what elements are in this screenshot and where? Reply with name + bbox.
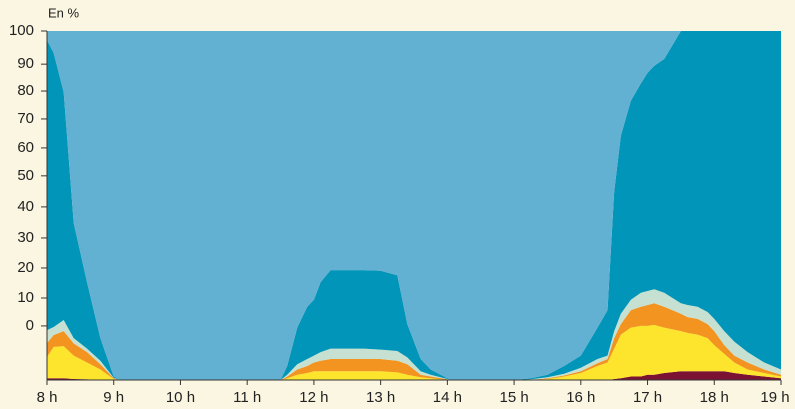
- area: [47, 324, 781, 380]
- y-axis-label: En %: [48, 5, 80, 20]
- y-tick-label: 40: [17, 198, 34, 215]
- y-tick-label: 30: [17, 229, 34, 246]
- x-tick-label: 15 h: [499, 389, 528, 406]
- y-tick-label: 0: [26, 317, 34, 334]
- y-tick-label: 90: [17, 55, 34, 72]
- y-tick-label: 70: [17, 110, 34, 127]
- x-tick-label: 19 h: [760, 389, 789, 406]
- y-tick-label: 10: [17, 289, 34, 306]
- y-tick-label: 50: [17, 167, 34, 184]
- y-tick-label: 100: [9, 22, 34, 39]
- x-tick-label: 13 h: [366, 389, 395, 406]
- y-tick-label: 60: [17, 139, 34, 156]
- y-tick-label: 80: [17, 82, 34, 99]
- x-tick-label: 11 h: [233, 389, 261, 406]
- x-tick-label: 16 h: [566, 389, 595, 406]
- area: [47, 31, 781, 380]
- x-tick-label: 10 h: [166, 389, 195, 406]
- area: [47, 31, 781, 380]
- x-tick-label: 12 h: [299, 389, 328, 406]
- y-tick-label: 20: [17, 259, 34, 276]
- x-tick-label: 18 h: [700, 389, 729, 406]
- x-tick-label: 17 h: [633, 389, 662, 406]
- x-tick-label: 14 h: [433, 389, 462, 406]
- x-tick-label: 9 h: [103, 389, 124, 406]
- x-tick-label: 8 h: [37, 389, 58, 406]
- area: [47, 371, 781, 380]
